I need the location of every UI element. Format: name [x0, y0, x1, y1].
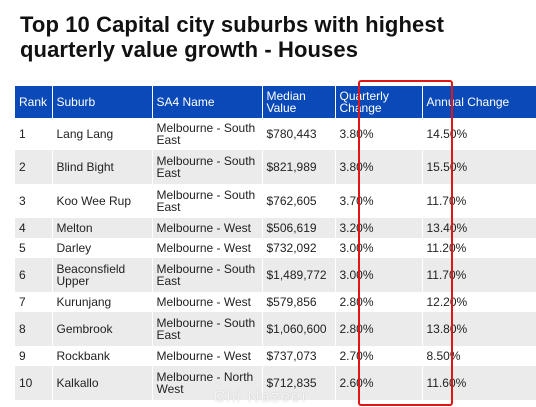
table-row: 3 Koo Wee Rup Melbourne - South East $762,6…: [15, 184, 536, 218]
table-row: 9 Rockbank Melbourne - West $737,073 2.70% 8.…: [15, 346, 536, 366]
cell-sa4-name: Melbourne - South East: [152, 184, 263, 218]
cell-annual-change: 15.50%: [422, 150, 536, 184]
cell-sa4-name: Melbourne - South East: [152, 258, 263, 292]
cell-median-value: $1,060,600: [262, 312, 336, 346]
cell-median-value: $780,443: [262, 118, 336, 150]
cell-median-value: $712,835: [262, 366, 336, 400]
column-header-median: Median Value: [262, 86, 336, 118]
table-body: 1 Lang Lang Melbourne - South East $780,443…: [15, 118, 536, 400]
column-header-sa4: SA4 Name: [152, 86, 263, 118]
column-header-rank: Rank: [15, 86, 53, 118]
table-row: 8 Gembrook Melbourne - South East $1,060,60…: [15, 312, 536, 346]
cell-median-value: $732,092: [262, 238, 336, 258]
cell-sa4-name: Melbourne - West: [152, 218, 263, 238]
cell-sa4-name: Melbourne - West: [152, 346, 263, 366]
cell-quarterly-change: 2.60%: [335, 366, 423, 400]
cell-rank: 9: [15, 346, 53, 366]
cell-median-value: $1,489,772: [262, 258, 336, 292]
cell-annual-change: 11.60%: [422, 366, 536, 400]
cell-quarterly-change: 2.80%: [335, 292, 423, 312]
cell-quarterly-change: 2.80%: [335, 312, 423, 346]
cell-suburb: Beaconsfield Upper: [52, 258, 153, 292]
column-header-annual-change: Annual Change: [422, 86, 536, 118]
table-header-row: Rank Suburb SA4 Name Median Value Quarte…: [15, 86, 536, 118]
cell-rank: 10: [15, 366, 53, 400]
cell-rank: 4: [15, 218, 53, 238]
cell-quarterly-change: 3.80%: [335, 118, 423, 150]
cell-suburb: Kurunjang: [52, 292, 153, 312]
cell-annual-change: 11.70%: [422, 258, 536, 292]
cell-quarterly-change: 3.00%: [335, 258, 423, 292]
table-row: 10 Kalkallo Melbourne - North West $712,835…: [15, 366, 536, 400]
table-row: 7 Kurunjang Melbourne - West $579,856 2.80% 1…: [15, 292, 536, 312]
column-header-quarterly-change: Quarterly Change: [335, 86, 423, 118]
cell-rank: 1: [15, 118, 53, 150]
table-row: 2 Blind Bight Melbourne - South East $821,9…: [15, 150, 536, 184]
cell-quarterly-change: 3.80%: [335, 150, 423, 184]
cell-quarterly-change: 3.70%: [335, 184, 423, 218]
cell-suburb: Darley: [52, 238, 153, 258]
cell-rank: 8: [15, 312, 53, 346]
cell-median-value: $762,605: [262, 184, 336, 218]
table-row: 4 Melton Melbourne - West $506,619 3.20% 13.4…: [15, 218, 536, 238]
table-row: 5 Darley Melbourne - West $732,092 3.00% 11.2…: [15, 238, 536, 258]
cell-annual-change: 11.20%: [422, 238, 536, 258]
column-header-suburb: Suburb: [52, 86, 153, 118]
cell-sa4-name: Melbourne - South East: [152, 312, 263, 346]
cell-annual-change: 11.70%: [422, 184, 536, 218]
cell-rank: 7: [15, 292, 53, 312]
cell-suburb: Kalkallo: [52, 366, 153, 400]
watermark: Chi Nazeer: [213, 387, 309, 406]
cell-median-value: $506,619: [262, 218, 336, 238]
cell-annual-change: 13.80%: [422, 312, 536, 346]
cell-annual-change: 8.50%: [422, 346, 536, 366]
cell-annual-change: 12.20%: [422, 292, 536, 312]
cell-sa4-name: Melbourne - South East: [152, 118, 263, 150]
cell-suburb: Melton: [52, 218, 153, 238]
table-row: 1 Lang Lang Melbourne - South East $780,443…: [15, 118, 536, 150]
cell-quarterly-change: 3.00%: [335, 238, 423, 258]
cell-rank: 5: [15, 238, 53, 258]
cell-sa4-name: Melbourne - West: [152, 292, 263, 312]
cell-median-value: $737,073: [262, 346, 336, 366]
cell-annual-change: 14.50%: [422, 118, 536, 150]
cell-sa4-name: Melbourne - West: [152, 238, 263, 258]
cell-suburb: Koo Wee Rup: [52, 184, 153, 218]
cell-suburb: Blind Bight: [52, 150, 153, 184]
cell-rank: 6: [15, 258, 53, 292]
cell-suburb: Lang Lang: [52, 118, 153, 150]
cell-rank: 3: [15, 184, 53, 218]
cell-median-value: $821,989: [262, 150, 336, 184]
growth-table: Rank Suburb SA4 Name Median Value Quarte…: [15, 86, 536, 400]
cell-rank: 2: [15, 150, 53, 184]
cell-sa4-name: Melbourne - North West: [152, 366, 263, 400]
cell-suburb: Gembrook: [52, 312, 153, 346]
cell-quarterly-change: 3.20%: [335, 218, 423, 238]
cell-annual-change: 13.40%: [422, 218, 536, 238]
cell-suburb: Rockbank: [52, 346, 153, 366]
cell-median-value: $579,856: [262, 292, 336, 312]
cell-quarterly-change: 2.70%: [335, 346, 423, 366]
table-row: 6 Beaconsfield Upper Melbourne - South Eas…: [15, 258, 536, 292]
cell-sa4-name: Melbourne - South East: [152, 150, 263, 184]
page-title: Top 10 Capital city suburbs with highest…: [20, 12, 445, 62]
